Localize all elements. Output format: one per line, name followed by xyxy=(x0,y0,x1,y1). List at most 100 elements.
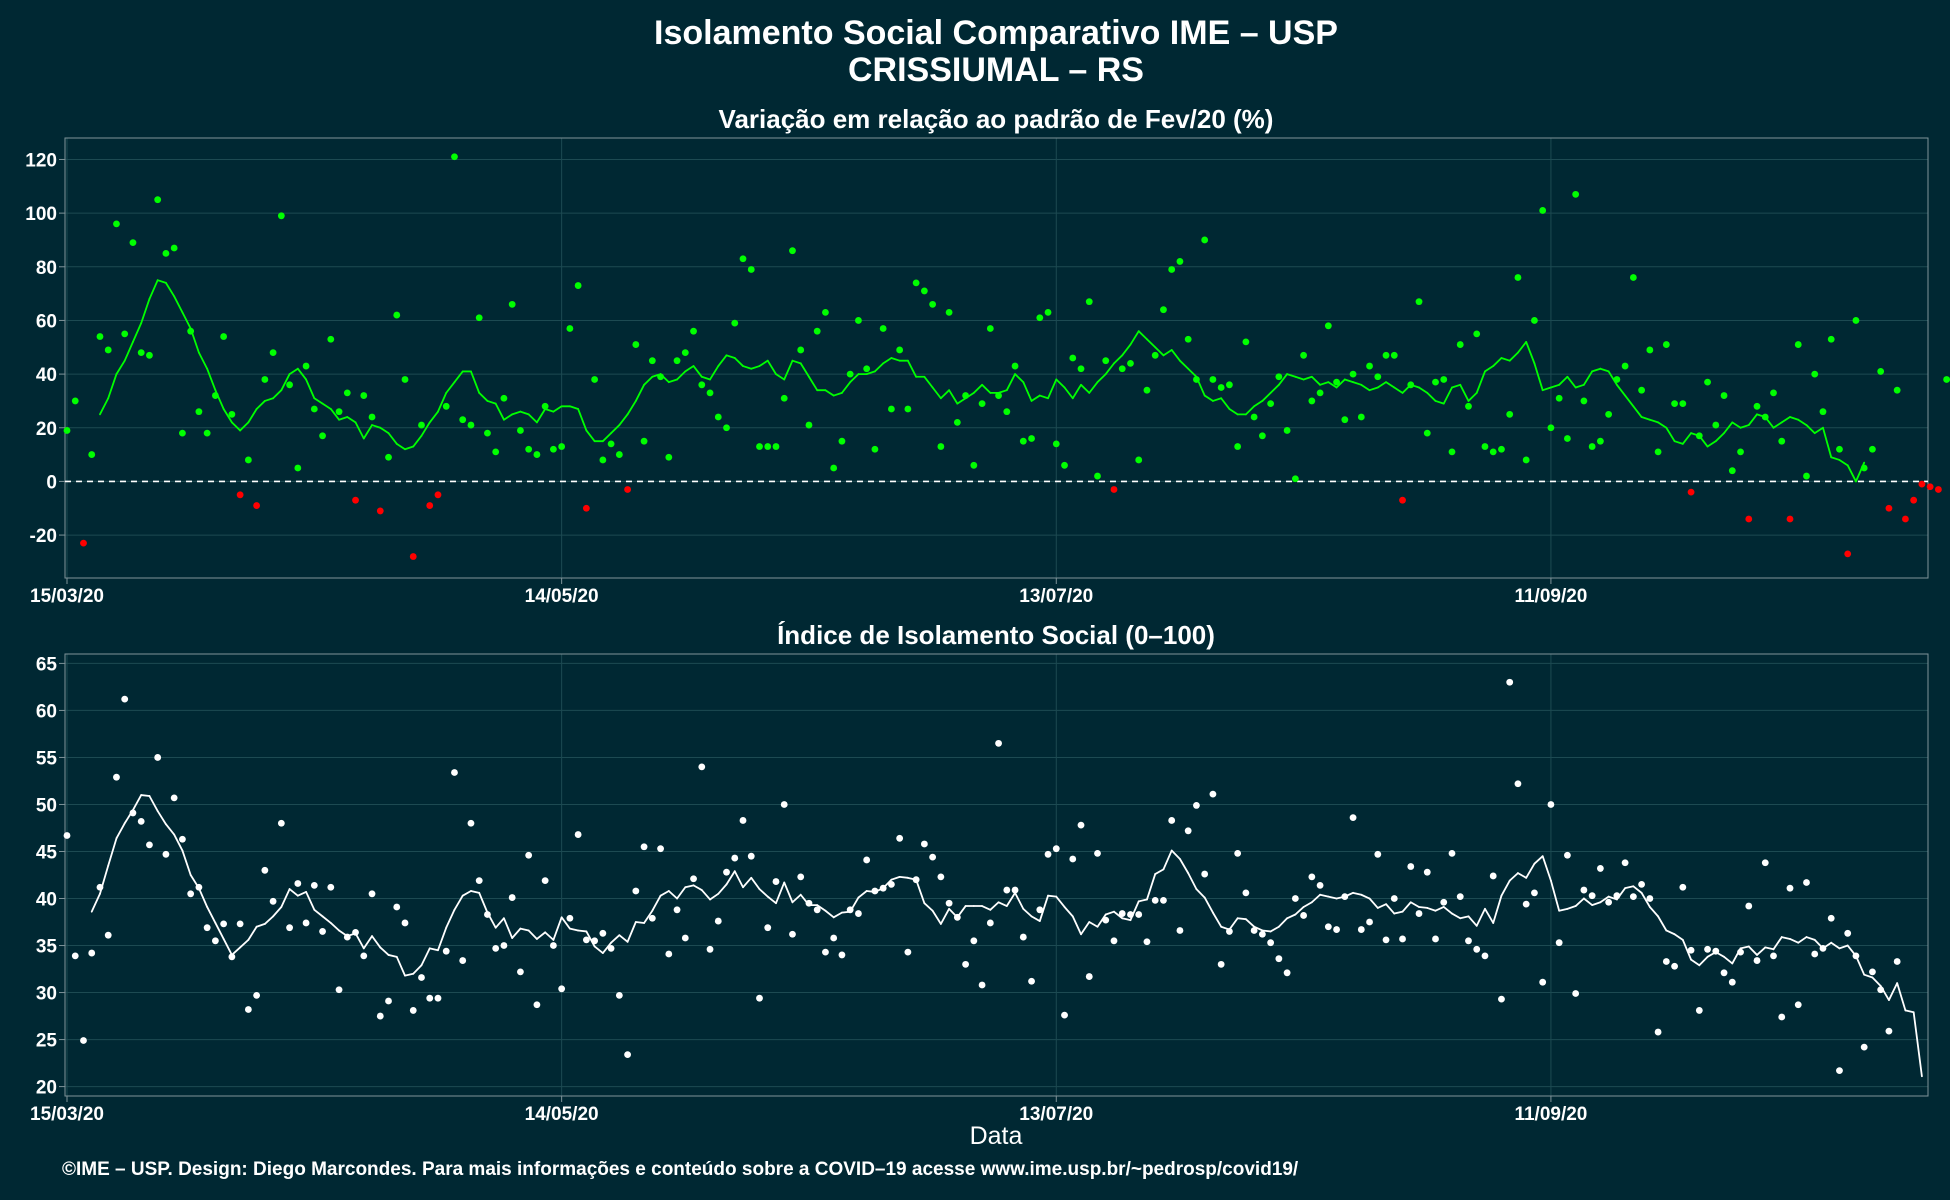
moving-average-segment xyxy=(206,367,217,392)
data-point xyxy=(1819,944,1827,952)
data-point xyxy=(904,948,912,956)
moving-average-segment xyxy=(1277,373,1289,386)
moving-average-segment xyxy=(371,424,382,429)
moving-average-segment xyxy=(717,883,728,895)
data-point xyxy=(253,502,261,509)
moving-average-segment xyxy=(1855,954,1866,976)
moving-average-segment xyxy=(156,279,167,284)
data-point xyxy=(1423,429,1431,437)
moving-average-segment xyxy=(321,915,332,924)
moving-average-segment xyxy=(437,926,448,952)
moving-average-segment xyxy=(222,408,233,424)
moving-average-segment xyxy=(1162,349,1173,357)
data-point xyxy=(1580,397,1588,405)
data-point xyxy=(1572,990,1580,997)
data-point xyxy=(970,937,978,945)
data-point xyxy=(1432,378,1439,386)
data-point xyxy=(1242,889,1250,897)
moving-average-segment xyxy=(766,895,777,905)
moving-average-segment xyxy=(610,934,621,944)
moving-average-segment xyxy=(1335,378,1346,389)
moving-average-segment xyxy=(1698,955,1709,967)
moving-average-segment xyxy=(1261,391,1272,402)
moving-average-segment xyxy=(832,911,843,919)
moving-average-segment xyxy=(1352,891,1363,896)
data-point xyxy=(1564,851,1571,859)
moving-average-segment xyxy=(1640,891,1651,908)
data-point xyxy=(1489,448,1497,456)
moving-average-segment xyxy=(783,881,794,904)
moving-average-segment xyxy=(1459,915,1470,920)
data-point xyxy=(360,392,368,399)
moving-average-segment xyxy=(923,902,934,912)
data-point xyxy=(484,429,491,437)
moving-average-segment xyxy=(1179,858,1190,875)
moving-average-segment xyxy=(1624,394,1635,408)
moving-average-segment xyxy=(890,875,901,881)
data-point xyxy=(920,287,928,295)
data-point xyxy=(1564,435,1571,442)
data-point xyxy=(385,997,392,1005)
moving-average-segment xyxy=(1212,911,1223,928)
moving-average-segment xyxy=(618,413,629,426)
moving-average-segment xyxy=(198,887,209,908)
data-point xyxy=(1877,986,1885,994)
data-point xyxy=(648,914,656,922)
data-point xyxy=(1481,952,1489,960)
data-point xyxy=(1621,362,1629,370)
data-point xyxy=(1407,863,1415,870)
data-point xyxy=(1646,346,1654,354)
moving-average-segment xyxy=(1888,982,1899,1001)
data-point xyxy=(1547,424,1555,432)
data-point xyxy=(1580,886,1588,894)
data-point xyxy=(1934,486,1942,493)
moving-average-segment xyxy=(643,375,654,386)
data-point xyxy=(187,327,195,335)
data-point xyxy=(665,453,673,461)
data-point xyxy=(1539,978,1547,986)
data-point xyxy=(1695,1007,1703,1014)
data-point xyxy=(80,1037,87,1044)
data-point xyxy=(63,832,71,839)
y-tick-label: 100 xyxy=(25,204,57,225)
data-point xyxy=(203,429,211,437)
data-point xyxy=(1341,893,1349,901)
moving-average-segment xyxy=(1170,349,1181,362)
moving-average-segment xyxy=(1038,894,1049,922)
data-point xyxy=(302,919,310,927)
data-point xyxy=(286,924,293,932)
moving-average-segment xyxy=(1492,894,1503,924)
data-point xyxy=(1827,914,1835,922)
data-point xyxy=(1638,881,1646,888)
moving-average-segment xyxy=(1541,386,1552,392)
moving-average-segment xyxy=(725,354,736,359)
data-point xyxy=(640,843,648,851)
moving-average-segment xyxy=(1203,394,1214,402)
moving-average-segment xyxy=(1228,917,1239,931)
moving-average-segment xyxy=(1030,915,1041,922)
moving-average-segment xyxy=(956,397,967,405)
moving-average-segment xyxy=(1418,906,1429,909)
data-point xyxy=(277,819,285,827)
moving-average-segment xyxy=(1121,917,1132,922)
data-point xyxy=(838,951,846,959)
data-point xyxy=(723,424,730,432)
data-point xyxy=(1844,550,1852,558)
data-point xyxy=(434,491,442,499)
data-point xyxy=(1283,969,1291,977)
y-tick-label: 80 xyxy=(36,258,57,279)
data-point xyxy=(1910,496,1918,504)
moving-average-segment xyxy=(1113,354,1124,365)
moving-average-segment xyxy=(1714,432,1725,443)
y-tick-label: 20 xyxy=(36,1078,57,1099)
data-point xyxy=(401,919,409,927)
data-point xyxy=(1127,911,1134,918)
moving-average-segment xyxy=(601,941,613,954)
data-point xyxy=(574,831,582,838)
moving-average-segment xyxy=(832,391,843,397)
moving-average-segment xyxy=(824,909,835,919)
moving-average-segment xyxy=(1822,426,1833,459)
moving-average-segment xyxy=(313,397,324,405)
data-point xyxy=(1291,895,1299,902)
moving-average-segment xyxy=(1005,373,1016,392)
